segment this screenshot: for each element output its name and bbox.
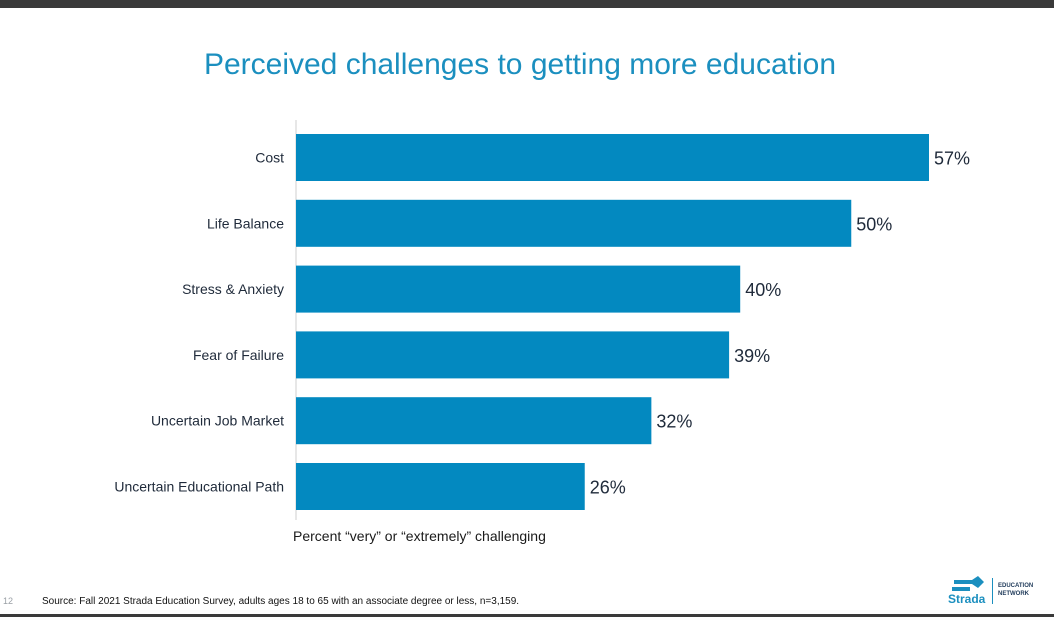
value-label-uncertain-job-market: 32% bbox=[656, 412, 692, 432]
strada-logo: Strada EDUCATION NETWORK bbox=[944, 576, 1044, 608]
bar-stress-anxiety bbox=[296, 265, 741, 313]
logo-subtitle: EDUCATION NETWORK bbox=[998, 582, 1033, 598]
logo-sub-line1: EDUCATION bbox=[998, 583, 1034, 589]
page-number: 12 bbox=[3, 596, 14, 606]
category-label-fear-of-failure: Fear of Failure bbox=[193, 347, 284, 363]
window-bottom-strip bbox=[0, 614, 1054, 617]
value-label-life-balance: 50% bbox=[856, 214, 892, 234]
category-label-life-balance: Life Balance bbox=[207, 215, 284, 231]
bar-cost bbox=[296, 134, 929, 181]
bar-uncertain-job-market bbox=[296, 397, 652, 445]
value-label-fear-of-failure: 39% bbox=[734, 346, 770, 366]
strada-logo-icon bbox=[952, 576, 984, 591]
logo-wordmark: Strada bbox=[948, 592, 986, 606]
bar-fear-of-failure bbox=[296, 331, 730, 379]
x-axis-label: Percent “very” or “extremely” challengin… bbox=[293, 528, 546, 544]
value-label-uncertain-educational-path: 26% bbox=[590, 478, 626, 498]
chart-title: Perceived challenges to getting more edu… bbox=[203, 48, 837, 81]
category-label-cost: Cost bbox=[255, 150, 284, 166]
bar-life-balance bbox=[296, 199, 852, 247]
bars-group: Cost 57% Life Balance 50% Stress & Anxiety 40… bbox=[114, 134, 970, 510]
source-note: Source: Fall 2021 Strada Education Surve… bbox=[42, 596, 520, 607]
value-label-cost: 57% bbox=[934, 149, 970, 169]
logo-divider bbox=[992, 578, 993, 604]
category-label-uncertain-educational-path: Uncertain Educational Path bbox=[114, 479, 284, 495]
logo-sub-line2: NETWORK bbox=[998, 591, 1029, 597]
window-top-strip bbox=[0, 0, 1054, 8]
category-label-uncertain-job-market: Uncertain Job Market bbox=[151, 413, 284, 429]
bar-uncertain-educational-path bbox=[296, 463, 585, 510]
value-label-stress-anxiety: 40% bbox=[745, 280, 781, 300]
category-label-stress-anxiety: Stress & Anxiety bbox=[182, 281, 284, 297]
